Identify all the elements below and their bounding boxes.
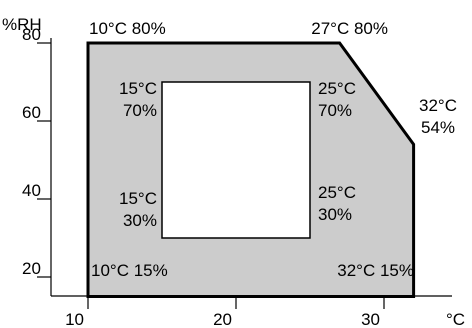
x-tick-label: 30 (361, 310, 380, 328)
annotation-line: 70% (318, 101, 352, 120)
annotation-br-inner: 25°C 30% (318, 183, 356, 224)
y-tick-label: 80 (22, 25, 41, 44)
annotation-line: 25°C (318, 79, 356, 98)
annotation-line: 25°C (318, 183, 356, 202)
annotation-br-outer: 32°C 15% (337, 261, 414, 280)
x-axis-label: °C (446, 310, 465, 328)
y-tick-label: 40 (22, 181, 41, 200)
annotation-line: 15°C (119, 189, 157, 208)
annotation-line: 54% (421, 118, 455, 137)
annotation-line: 27°C 80% (311, 19, 388, 38)
annotation-line: 10°C 80% (89, 19, 166, 38)
annotation-tr-outer: 27°C 80% (311, 19, 388, 38)
annotation-line: 10°C 15% (91, 261, 168, 280)
annotation-tl-outer: 10°C 80% (89, 19, 166, 38)
annotation-line: 30% (318, 205, 352, 224)
annotation-line: 30% (123, 211, 157, 230)
y-tick-label: 60 (22, 103, 41, 122)
x-axis-ticks: 10 20 30 (65, 296, 385, 328)
x-tick-label: 20 (213, 310, 232, 328)
annotation-line: 70% (123, 101, 157, 120)
y-axis-ticks: 20 40 60 80 (22, 25, 51, 278)
x-tick-label: 10 (65, 310, 84, 328)
annotation-bl-inner: 15°C 30% (119, 189, 157, 230)
corner-annotations: 10°C 80% 27°C 80% 32°C 54% 10°C 15% 32°C 15% 1… (89, 19, 457, 280)
annotation-bl-outer: 10°C 15% (91, 261, 168, 280)
annotation-line: 32°C (419, 96, 457, 115)
annotation-tr-inner: 25°C 70% (318, 79, 356, 120)
annotation-line: 32°C 15% (337, 261, 414, 280)
annotation-tl-inner: 15°C 70% (119, 79, 157, 120)
y-axis-label: %RH (2, 15, 42, 34)
annotation-line: 15°C (119, 79, 157, 98)
inner-range-rectangle (161, 81, 311, 239)
y-tick-label: 20 (22, 259, 41, 278)
annotation-right-outer: 32°C 54% (419, 96, 457, 137)
